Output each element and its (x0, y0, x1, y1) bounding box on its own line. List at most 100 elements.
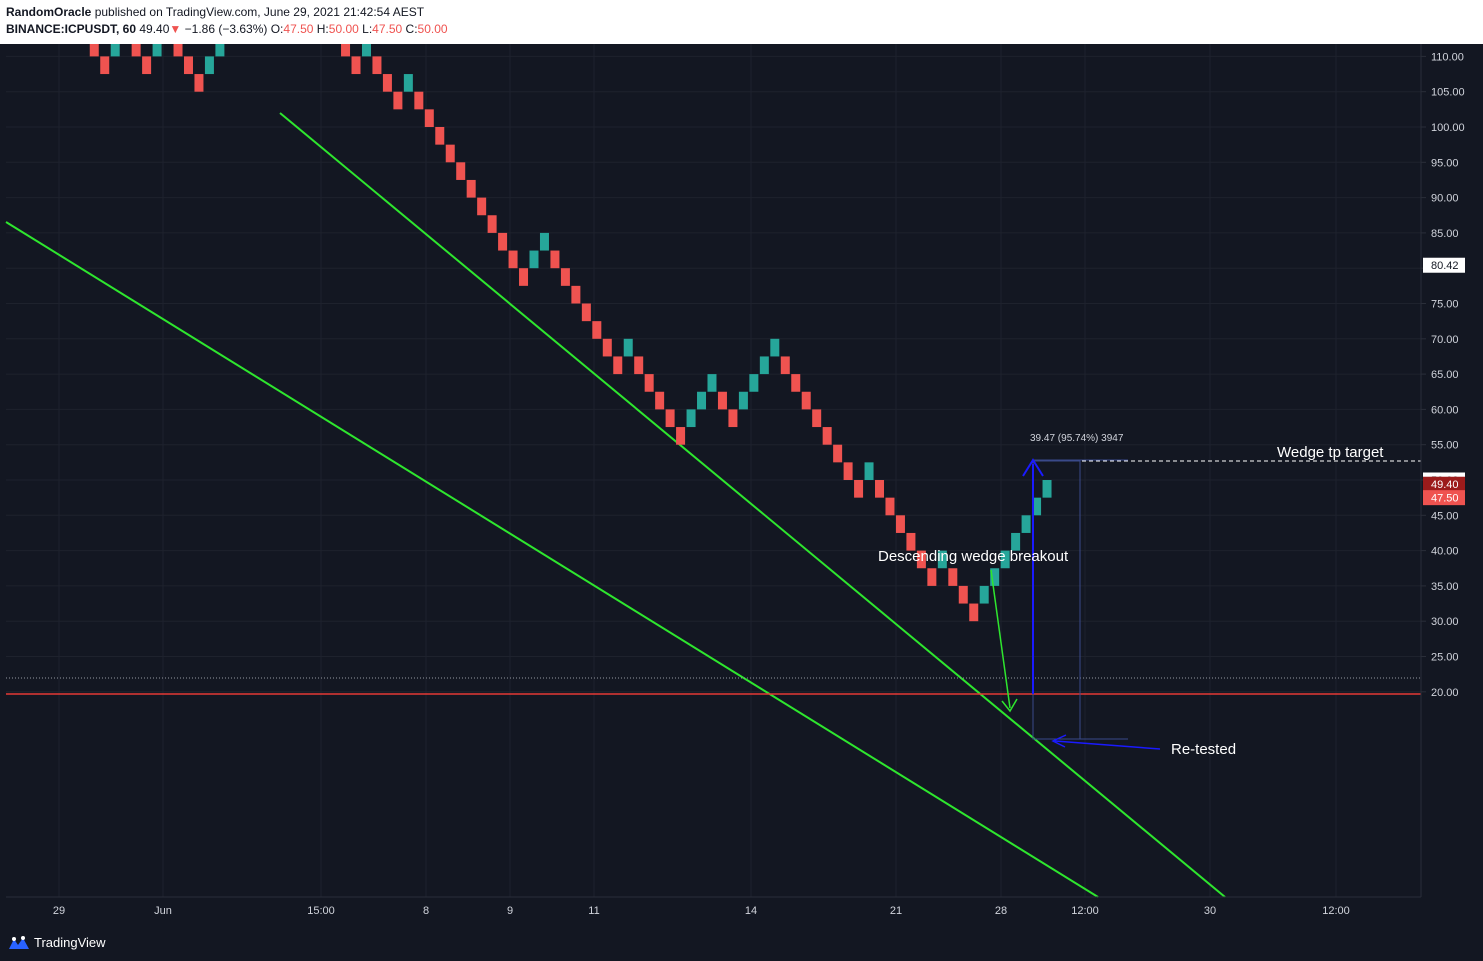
measure-arrow-head-icon (1022, 458, 1044, 477)
renko-brick-up (623, 338, 633, 357)
y-tick-label: 55.00 (1431, 440, 1459, 452)
high-label: H: (316, 22, 329, 36)
renko-brick-down (414, 91, 424, 110)
publish-info: RandomOracle published on TradingView.co… (6, 5, 424, 19)
renko-brick-down (183, 56, 193, 75)
renko-brick-up (686, 409, 696, 428)
renko-brick-up (979, 585, 989, 604)
y-tick-label: 65.00 (1431, 369, 1459, 381)
published-text: published on TradingView.com, June 29, 2… (91, 5, 425, 19)
y-tick-label: 90.00 (1431, 193, 1459, 205)
y-tick-label: 45.00 (1431, 510, 1459, 522)
y-axis[interactable]: 135.00130.00125.00120.00115.00110.00105.… (1420, 44, 1465, 897)
symbol-name[interactable]: BINANCE:ICPUSDT, 60 (6, 22, 137, 36)
renko-brick-up (1032, 497, 1042, 516)
measure-text: 39.47 (95.74%) 3947 (1030, 433, 1124, 444)
renko-brick-down (351, 56, 361, 75)
renko-brick-down (644, 374, 654, 392)
renko-brick-down (906, 532, 916, 551)
breakout-label[interactable]: Descending wedge breakout (878, 548, 1069, 565)
renko-brick-up (110, 44, 120, 57)
renko-chart[interactable]: 39.47 (95.74%) 3947 Wedge tp target Desc… (0, 44, 1483, 925)
renko-brick-down (854, 480, 864, 498)
renko-bricks (89, 44, 1052, 622)
renko-brick-down (655, 391, 665, 410)
renko-brick-down (843, 462, 853, 480)
renko-brick-down (89, 44, 99, 57)
renko-brick-down (665, 409, 675, 428)
x-axis[interactable]: 29 Jun 15:00 8 9 11 14 21 28 12:00 30 12:00 (6, 896, 1421, 917)
renko-brick-up (1042, 480, 1052, 498)
renko-brick-down (916, 550, 926, 569)
price-tag-label: 49.40 (1431, 479, 1459, 491)
target-label[interactable]: Wedge tp target (1277, 444, 1384, 461)
change-arrow-icon: ▼ (169, 22, 182, 36)
renko-brick-up (697, 391, 707, 410)
y-tick-label: 30.00 (1431, 616, 1459, 628)
renko-brick-up (529, 250, 539, 269)
last-price: 49.40 (139, 22, 170, 36)
renko-brick-up (1011, 532, 1021, 551)
renko-brick-down (571, 285, 581, 304)
renko-brick-down (341, 44, 351, 57)
price-tag-box (1423, 257, 1465, 273)
breakout-arrow-head-icon (1001, 698, 1018, 713)
x-tick-label: 30 (1204, 905, 1216, 917)
wedge-lower-trendline[interactable] (5, 221, 1099, 898)
annotations: Wedge tp target Descending wedge breakou… (878, 444, 1384, 758)
renko-brick-down (875, 480, 885, 498)
renko-brick-up (937, 550, 947, 569)
renko-brick-down (560, 268, 570, 286)
y-tick-label: 85.00 (1431, 228, 1459, 240)
renko-brick-down (435, 127, 445, 145)
breakout-arrow-shaft (990, 569, 1011, 709)
renko-brick-down (822, 427, 832, 445)
wedge-upper-trendline[interactable] (279, 112, 1226, 898)
high-value: 50.00 (328, 22, 359, 36)
y-tick-label: 25.00 (1431, 652, 1459, 664)
x-tick-label: 12:00 (1071, 905, 1099, 917)
renko-brick-down (456, 162, 466, 180)
renko-brick-down (791, 374, 801, 392)
x-tick-label: 9 (507, 905, 513, 917)
renko-brick-down (173, 44, 183, 57)
x-tick-label: Jun (154, 905, 172, 917)
price-tag-label: 80.42 (1431, 260, 1459, 272)
price-levels (6, 460, 1421, 695)
x-tick-label: 11 (588, 905, 599, 917)
renko-brick-down (885, 497, 895, 516)
renko-brick-down (519, 268, 529, 286)
open-value: 47.50 (283, 22, 314, 36)
grid (6, 44, 1421, 897)
renko-brick-down (676, 427, 686, 445)
renko-brick-up (749, 374, 759, 392)
retest-arrow-shaft (1054, 740, 1161, 750)
measure-tool: 39.47 (95.74%) 3947 (1022, 433, 1128, 740)
renko-brick-up (152, 44, 162, 57)
x-tick-label: 15:00 (307, 905, 335, 917)
renko-brick-down (466, 179, 476, 198)
tradingview-brand[interactable]: TradingView (8, 935, 106, 950)
renko-brick-down (895, 515, 905, 533)
tradingview-logo-icon (9, 935, 29, 949)
renko-brick-up (770, 338, 780, 357)
renko-brick-up (738, 391, 748, 410)
y-tick-label: 40.00 (1431, 546, 1459, 558)
author-name[interactable]: RandomOracle (6, 5, 92, 19)
renko-brick-down (602, 338, 612, 357)
x-tick-label: 8 (423, 905, 429, 917)
close-label: C: (405, 22, 418, 36)
y-tick-label: 35.00 (1431, 581, 1459, 593)
y-tick-label: 95.00 (1431, 157, 1459, 169)
y-tick-label: 70.00 (1431, 334, 1459, 346)
renko-brick-up (707, 374, 717, 392)
renko-brick-down (393, 91, 403, 110)
price-tag-label: 47.50 (1431, 493, 1459, 505)
low-value: 47.50 (372, 22, 403, 36)
renko-brick-down (634, 356, 644, 375)
retest-label[interactable]: Re-tested (1171, 741, 1236, 758)
y-tick-label: 100.00 (1431, 122, 1465, 134)
y-tick-label: 75.00 (1431, 299, 1459, 311)
renko-brick-down (550, 250, 560, 269)
low-label: L: (362, 22, 373, 36)
